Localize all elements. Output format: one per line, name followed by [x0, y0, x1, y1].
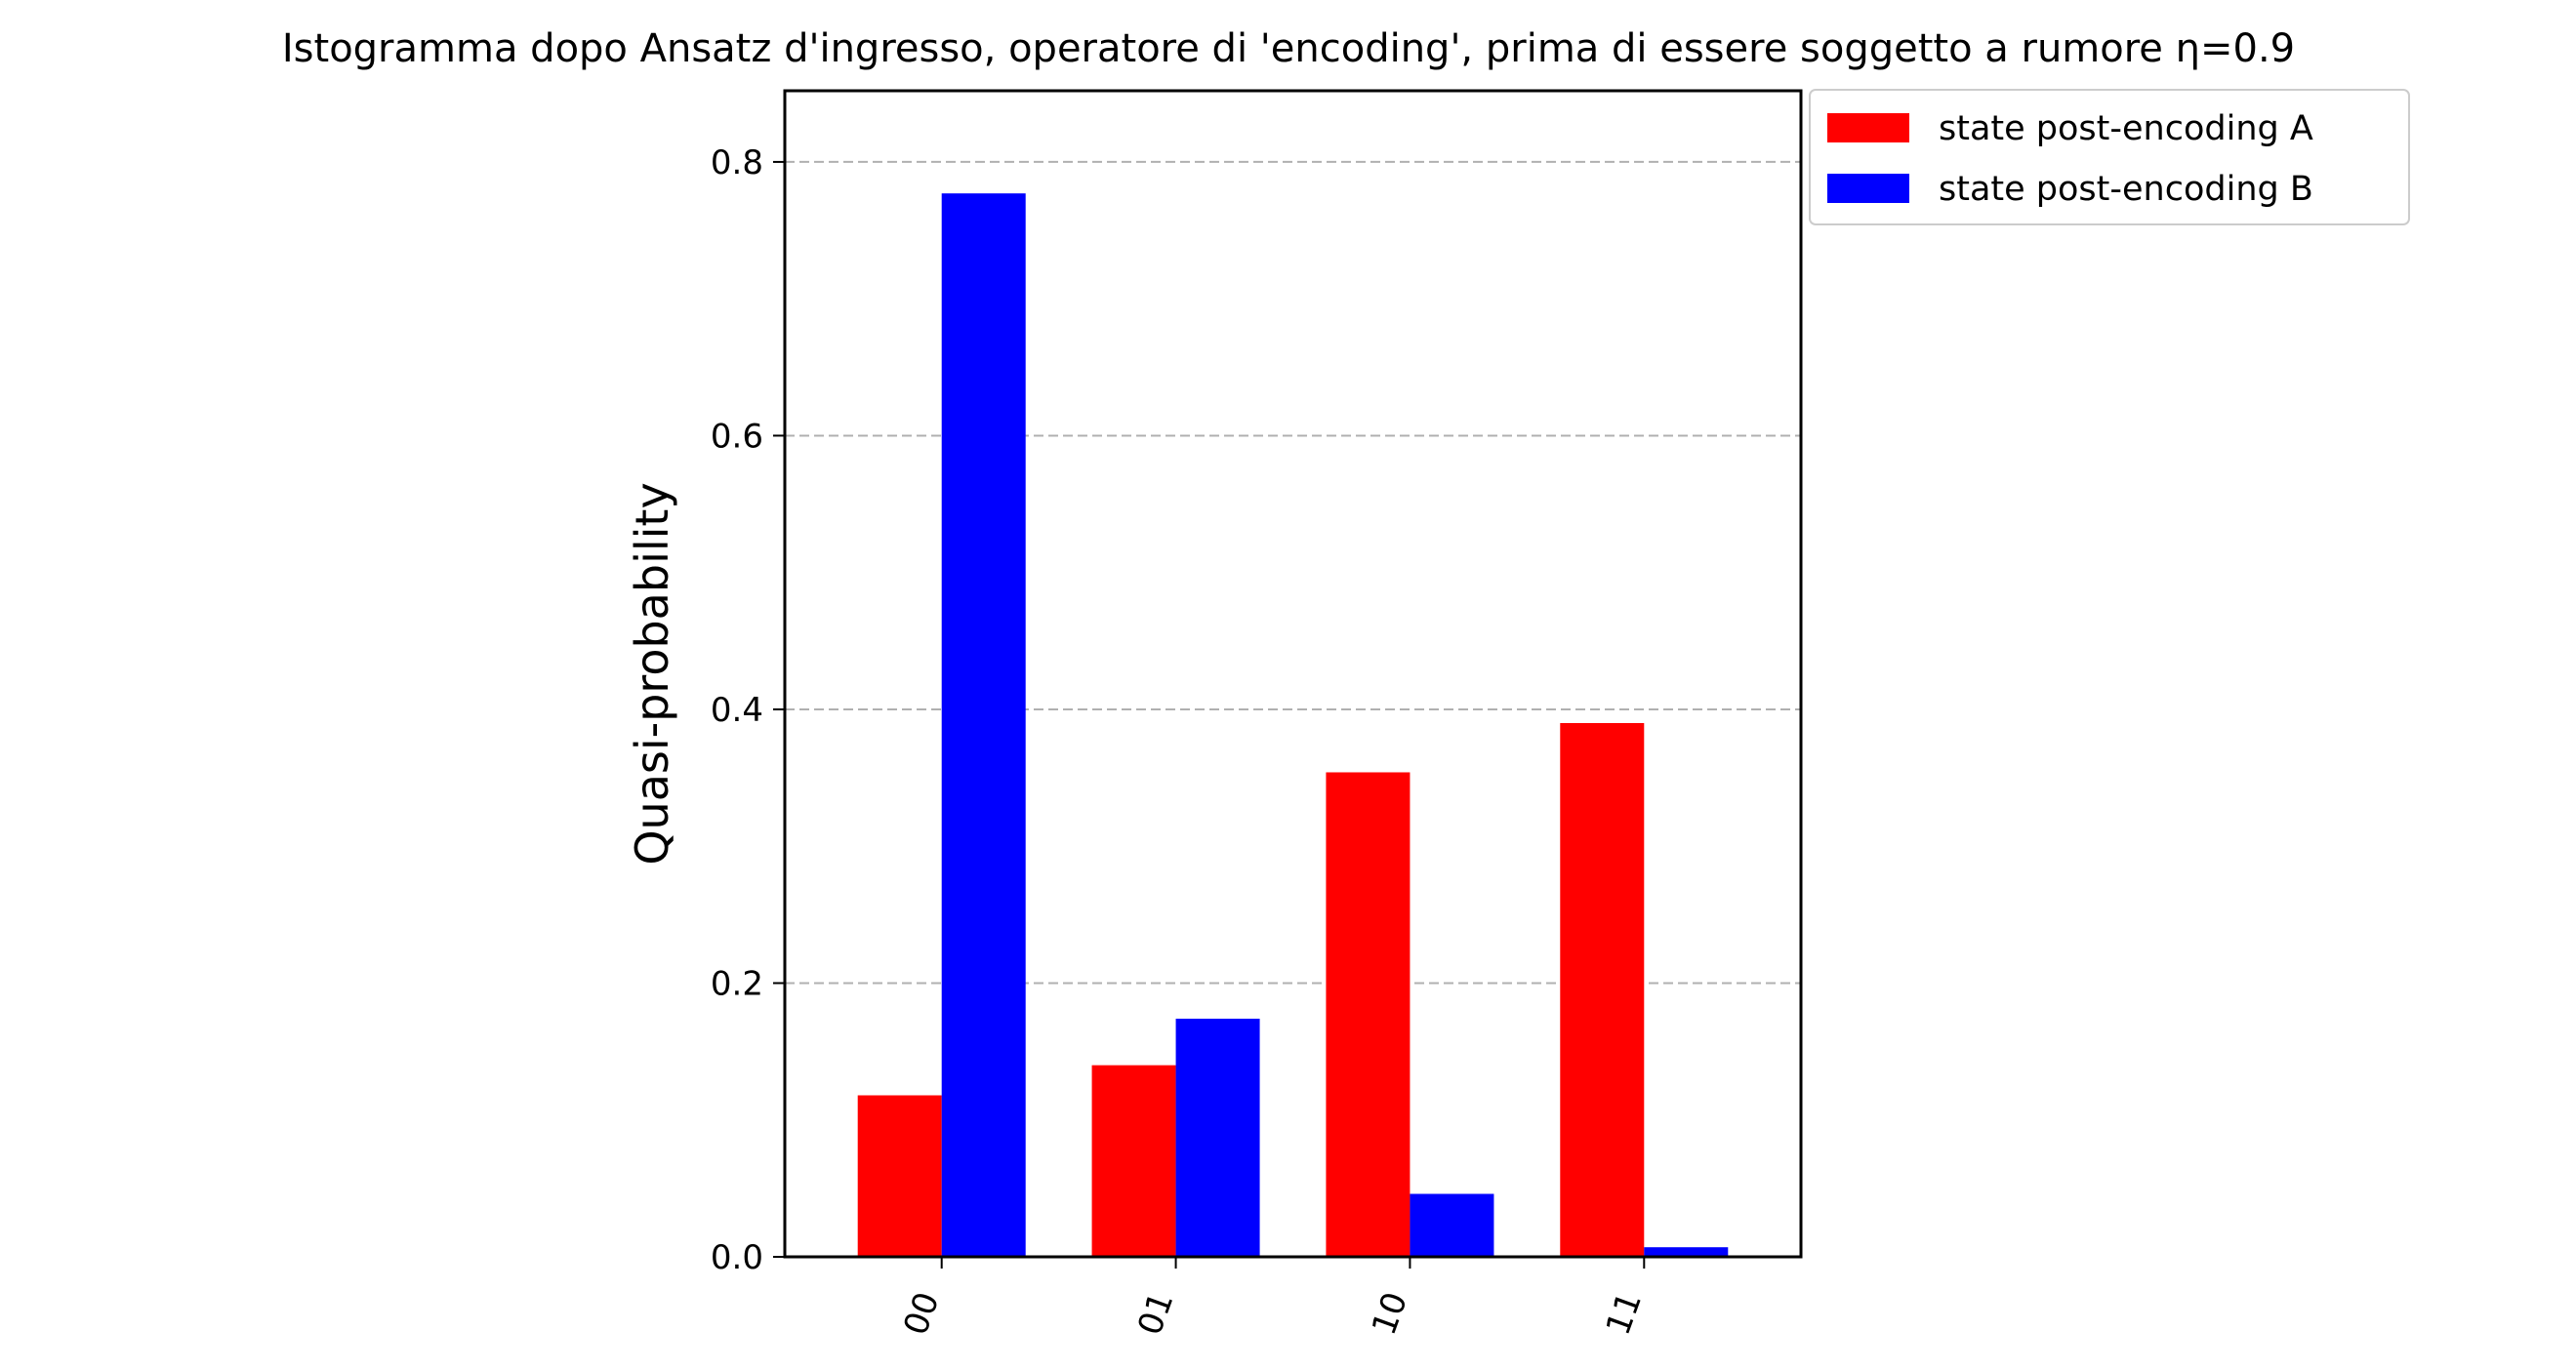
y-tick-label: 0.8	[711, 143, 763, 182]
legend-label: state post-encoding B	[1939, 170, 2313, 209]
legend-box	[1809, 89, 2410, 225]
y-tick-label: 0.0	[711, 1238, 763, 1277]
bar-a-01	[1091, 1065, 1176, 1257]
plot-frame	[783, 89, 1803, 1259]
x-tick-label: 10	[1365, 1287, 1415, 1340]
bar-a-00	[857, 1095, 942, 1257]
y-axis: 0.0 0.2 0.4 0.6 0.8	[711, 143, 785, 1277]
bar-a-11	[1560, 722, 1645, 1257]
x-tick-label: 00	[896, 1287, 947, 1340]
y-tick-label: 0.6	[711, 417, 763, 456]
bars	[857, 193, 1729, 1258]
bar-a-10	[1326, 772, 1411, 1257]
y-tick-label: 0.4	[711, 691, 763, 730]
legend-swatch	[1827, 113, 1909, 142]
bar-b-01	[1175, 1018, 1260, 1257]
y-axis-label: Quasi-probability	[626, 482, 678, 865]
legend-label: state post-encoding A	[1939, 109, 2313, 148]
y-tick-label: 0.2	[711, 964, 763, 1003]
legend-swatch	[1827, 174, 1909, 203]
x-tick-label: 11	[1599, 1287, 1650, 1340]
bar-b-10	[1410, 1193, 1494, 1257]
x-tick-label: 01	[1130, 1287, 1181, 1340]
grid-lines	[785, 160, 1801, 985]
x-axis: 00 01 10 11	[896, 1257, 1650, 1340]
chart-title: Istogramma dopo Ansatz d'ingresso, opera…	[282, 26, 2295, 71]
bar-b-11	[1644, 1247, 1729, 1257]
legend: state post-encoding A state post-encoding…	[1809, 89, 2410, 225]
bar-b-00	[941, 193, 1026, 1258]
